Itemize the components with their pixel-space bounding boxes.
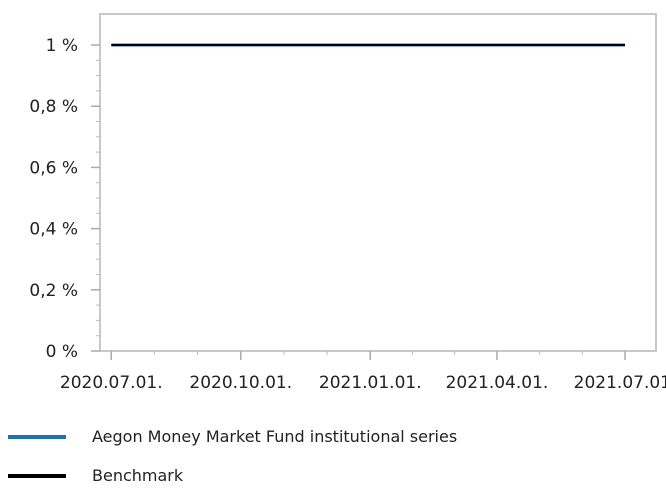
y-tick-label: 0,8 %	[29, 97, 78, 117]
x-tick-label: 2021.04.01.	[446, 373, 549, 393]
legend-item-fund: Aegon Money Market Fund institutional se…	[8, 427, 457, 446]
y-axis: 0 % 0,2 % 0,4 % 0,6 % 0,8 % 1 %	[29, 36, 100, 362]
plot-area	[99, 13, 657, 352]
y-tick-label: 0 %	[46, 342, 78, 362]
x-tick-label: 2021.07.01.	[574, 373, 666, 393]
x-tick-label: 2021.01.01.	[319, 373, 422, 393]
line-chart: 0 %0,2 %0,4 %0,6 %0,8 %1 % 2020.07.01. 20…	[29, 13, 666, 393]
x-axis: 2020.07.01. 2020.10.01. 2021.01.01. 2021.04…	[60, 351, 666, 393]
legend-label-benchmark: Benchmark	[92, 466, 184, 485]
y-tick-label: 0,4 %	[29, 220, 78, 240]
x-tick-label: 2020.10.01.	[189, 373, 292, 393]
legend-swatch-benchmark	[8, 473, 66, 478]
legend-item-benchmark: Benchmark	[8, 466, 183, 485]
y-tick-label: 0,2 %	[29, 281, 78, 301]
legend-label-fund: Aegon Money Market Fund institutional se…	[92, 427, 458, 446]
y-tick-label: 1 %	[46, 36, 78, 56]
x-tick-label: 2020.07.01.	[60, 373, 163, 393]
y-tick-label: 0,6 %	[29, 158, 78, 178]
legend-swatch-fund	[8, 434, 66, 439]
